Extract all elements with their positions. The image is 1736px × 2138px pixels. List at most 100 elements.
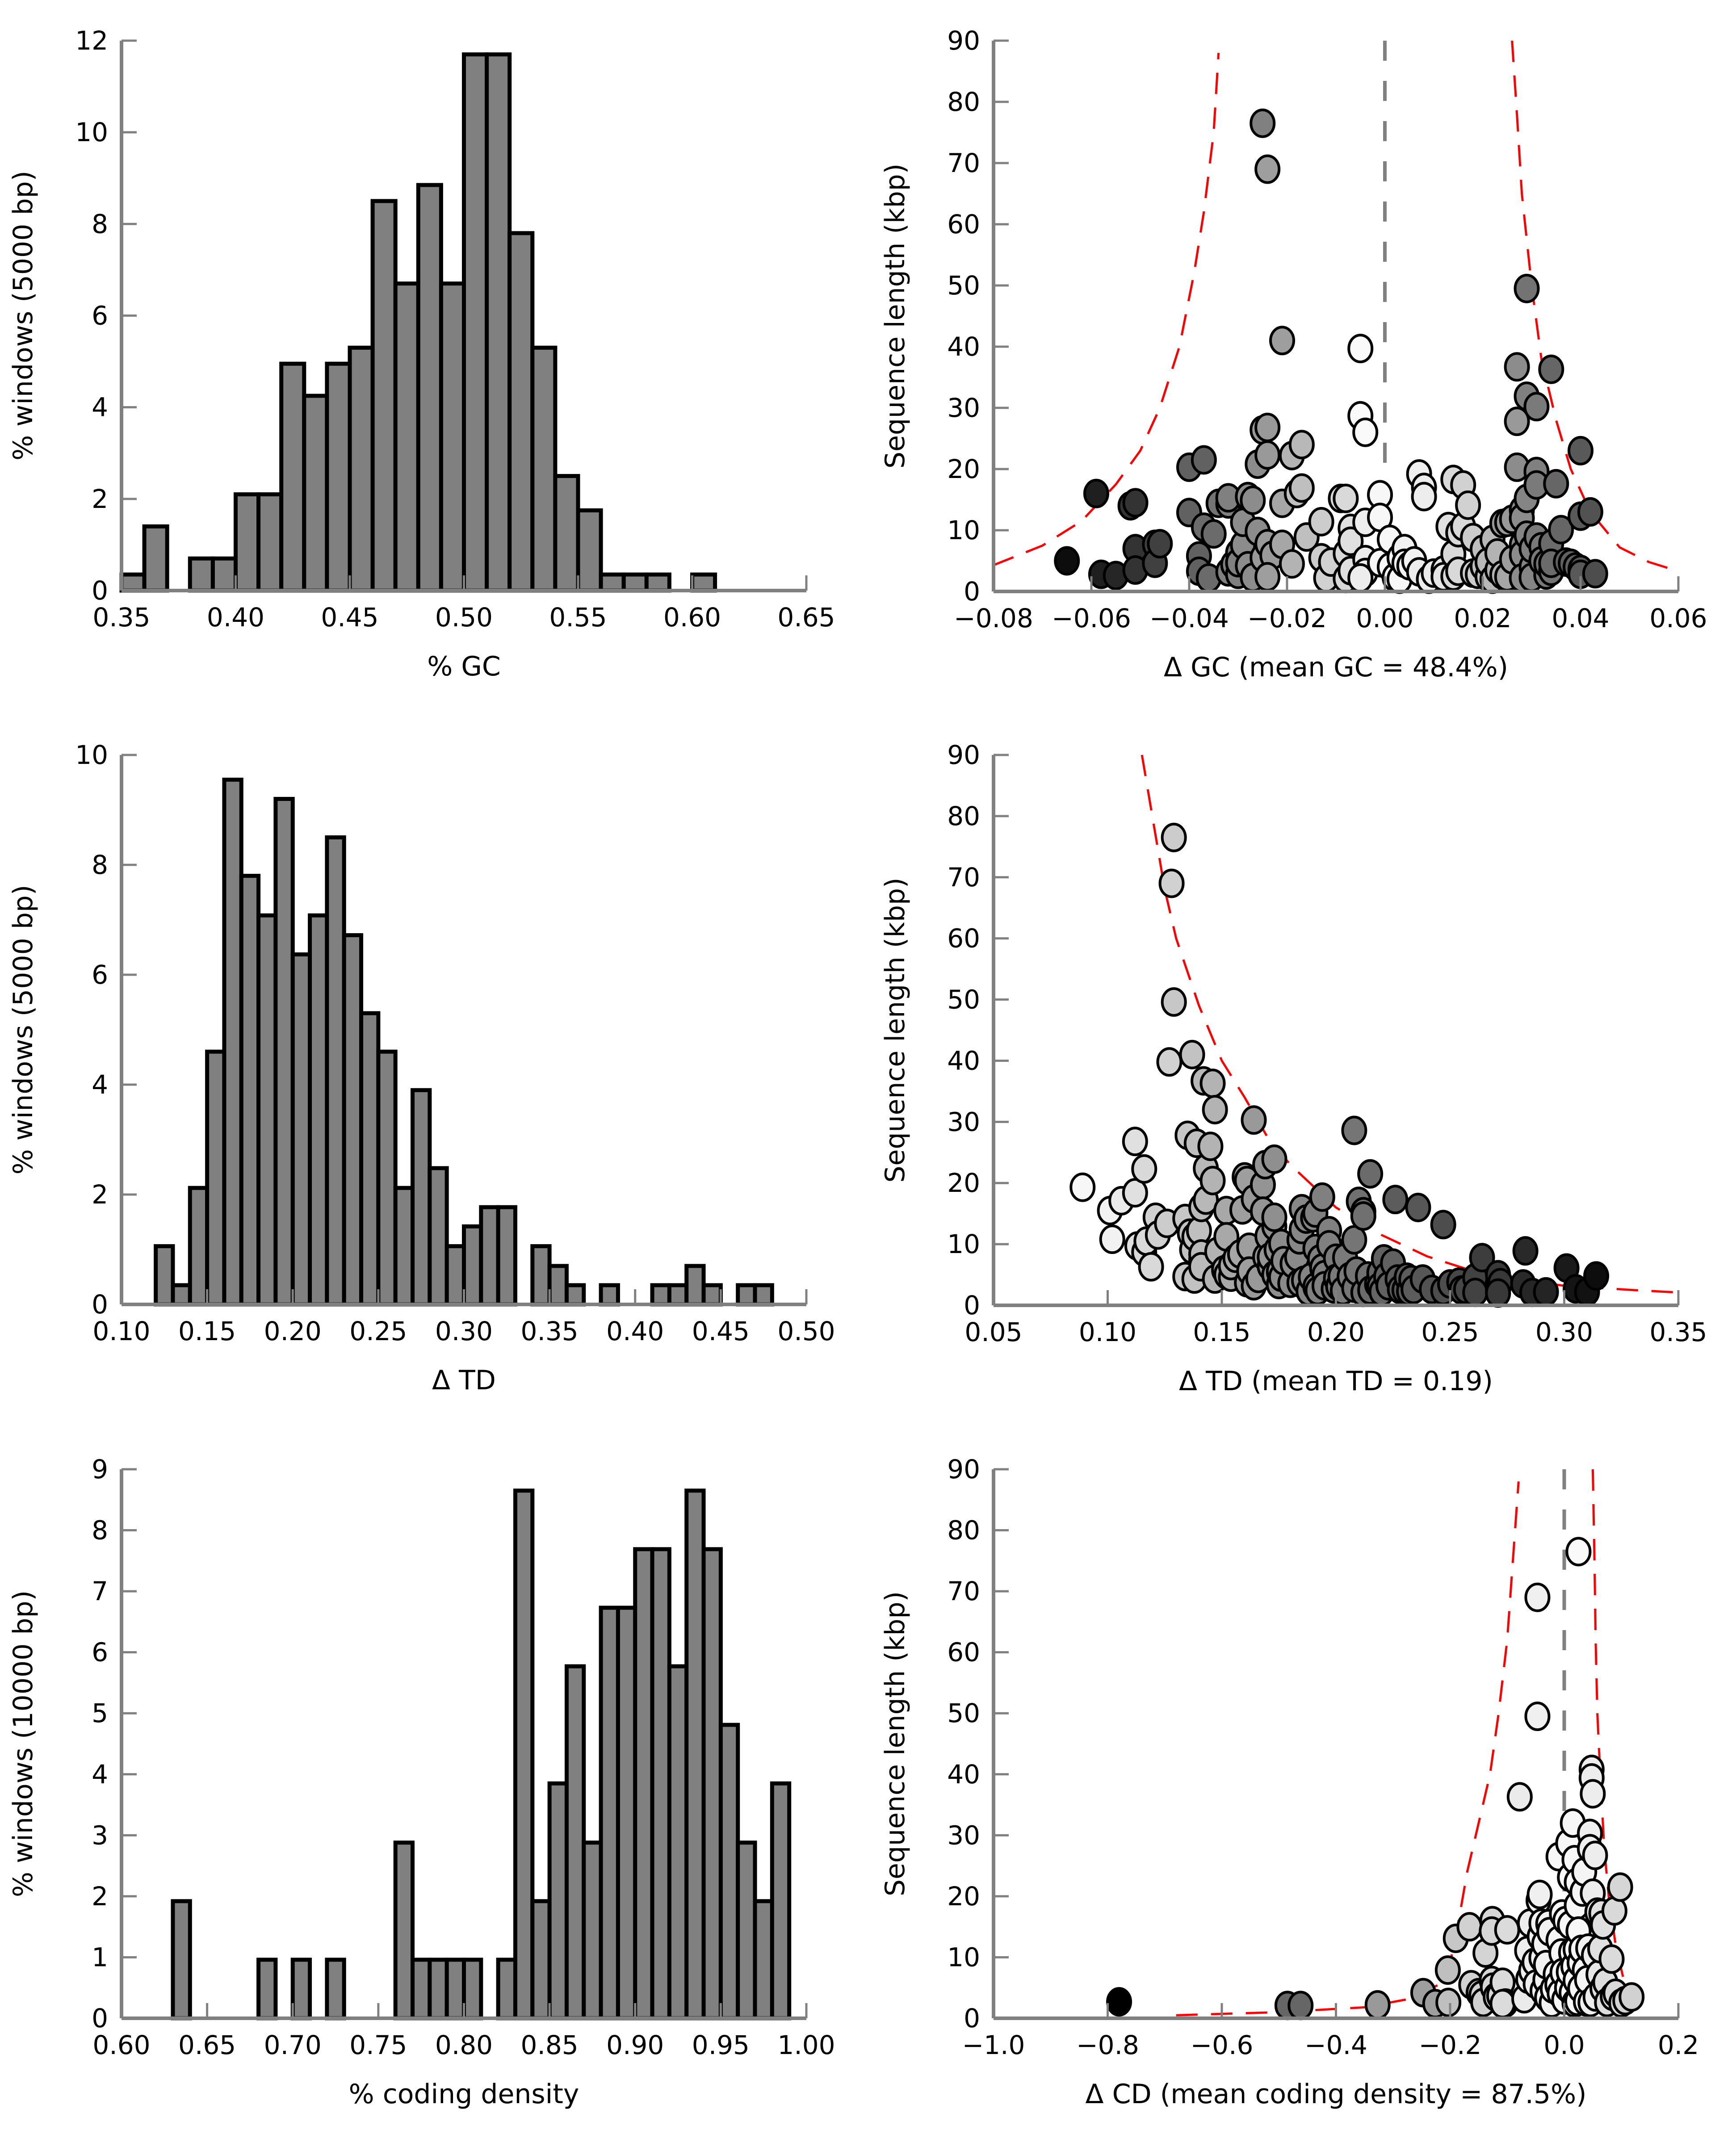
histogram-bar	[576, 508, 603, 593]
x-tick-label: 0.35	[521, 1316, 579, 1346]
histogram-bar	[171, 1283, 192, 1307]
y-tick-label: 10	[947, 1229, 980, 1259]
histogram-bar	[770, 1781, 792, 2021]
data-point	[1523, 392, 1550, 422]
data-point	[1279, 549, 1305, 579]
data-point	[1122, 1127, 1148, 1157]
x-tick-label: 0.10	[92, 1316, 150, 1346]
data-point	[1364, 1990, 1391, 2020]
histogram-bar	[479, 1205, 500, 1307]
y-axis-label: % windows (5000 bp)	[8, 171, 39, 461]
y-tick-label: 30	[947, 1107, 980, 1137]
x-tick-label: −0.02	[1247, 603, 1327, 633]
x-tick-label: 0.25	[349, 1316, 407, 1346]
x-tick-label: 0.95	[692, 2030, 750, 2060]
x-tick-label: −0.08	[954, 603, 1033, 633]
y-tick-label: 60	[947, 209, 980, 239]
bound-left-curve	[993, 53, 1220, 566]
y-tick-label: 10	[947, 1942, 980, 1972]
x-tick-label: 0.80	[435, 2030, 493, 2060]
y-tick-label: 90	[947, 1454, 980, 1484]
data-point	[1524, 1582, 1551, 1612]
data-point	[1147, 529, 1173, 559]
x-tick-label: 0.20	[264, 1316, 322, 1346]
histogram-bar	[370, 199, 398, 593]
histogram-bar	[701, 1283, 723, 1307]
data-point	[1254, 412, 1281, 442]
histogram-bar	[736, 1283, 757, 1307]
y-tick-label: 5	[92, 1698, 108, 1728]
panel-hist-td: 0 2 4 6 8 10 0.10 0.15 0.20 0.25 0.30 0.35 0.40 0.45 0…	[8, 740, 835, 1396]
y-tick-label: 7	[92, 1576, 108, 1606]
data-point	[1099, 1224, 1125, 1254]
data-point	[1308, 507, 1334, 537]
data-point	[1288, 430, 1315, 460]
histogram-bar	[210, 556, 238, 593]
x-tick-label: 0.65	[178, 2030, 236, 2060]
histogram-bar	[633, 1547, 654, 2021]
data-point	[1456, 1912, 1483, 1942]
histogram-bar	[621, 572, 649, 593]
data-point	[1524, 1702, 1551, 1731]
data-point	[1179, 1040, 1205, 1069]
data-point	[1577, 497, 1603, 527]
histogram-bar	[393, 281, 420, 593]
data-point	[1504, 352, 1530, 382]
data-point	[1054, 546, 1080, 576]
histogram-bar	[222, 777, 243, 1307]
y-tick-label: 0	[92, 1289, 108, 1320]
data-point	[1435, 1987, 1462, 2017]
y-tick-label: 20	[947, 454, 980, 484]
data-point	[1430, 1210, 1456, 1240]
data-point	[1261, 1144, 1287, 1174]
histogram-bar	[582, 1840, 603, 2021]
y-tick-label: 2	[92, 484, 108, 514]
y-tick-label: 10	[75, 117, 108, 147]
bound-right-curve	[1591, 1469, 1640, 2019]
data-point	[1338, 526, 1364, 556]
y-tick-label: 70	[947, 1576, 980, 1606]
histogram-bar	[667, 1664, 689, 2021]
y-axis-label: Sequence length (kbp)	[880, 877, 911, 1182]
data-point	[1241, 1105, 1267, 1135]
data-point	[1199, 1165, 1226, 1195]
x-tick-label: 0.75	[349, 2030, 407, 2060]
histogram-bar	[530, 1899, 552, 2021]
x-tick-label: −0.06	[1052, 603, 1131, 633]
y-tick-label: 4	[92, 1069, 108, 1100]
x-axis-label: Δ TD (mean TD = 0.19)	[1179, 1366, 1493, 1397]
x-tick-label: 0.20	[1307, 1317, 1365, 1347]
y-tick-label: 1	[92, 1942, 108, 1972]
histogram-bar	[273, 797, 295, 1307]
x-tick-label: 0.40	[207, 602, 264, 633]
y-tick-label: 2	[92, 1881, 108, 1912]
histogram-bar	[188, 1186, 210, 1307]
x-tick-label: 0.00	[1356, 603, 1413, 633]
data-point	[1512, 1236, 1539, 1266]
y-tick-label: 20	[947, 1881, 980, 1912]
x-tick-label: 0.35	[1649, 1317, 1707, 1347]
y-tick-label: 20	[947, 1168, 980, 1198]
data-point	[1485, 1278, 1511, 1308]
y-tick-label: 50	[947, 1698, 980, 1728]
histogram-bar	[616, 1606, 637, 2021]
y-tick-label: 9	[92, 1454, 108, 1484]
data-point	[1538, 354, 1564, 384]
histogram-bar	[496, 1205, 517, 1307]
data-point	[1161, 822, 1187, 852]
histogram-bar	[256, 492, 284, 593]
x-tick-label: 0.50	[777, 1316, 835, 1346]
y-tick-label: 40	[947, 1759, 980, 1790]
y-tick-label: 30	[947, 393, 980, 423]
bound-left-curve	[1176, 1481, 1520, 2016]
data-point	[1288, 473, 1315, 503]
histogram-bar	[753, 1283, 774, 1307]
histogram-bar	[684, 1264, 706, 1307]
y-tick-label: 0	[964, 1290, 980, 1321]
y-tick-label: 70	[947, 862, 980, 893]
data-point	[1122, 488, 1149, 518]
y-tick-label: 6	[92, 960, 108, 990]
histogram-bar	[359, 1011, 381, 1307]
data-point	[1199, 1069, 1226, 1098]
data-point	[1156, 1047, 1182, 1077]
